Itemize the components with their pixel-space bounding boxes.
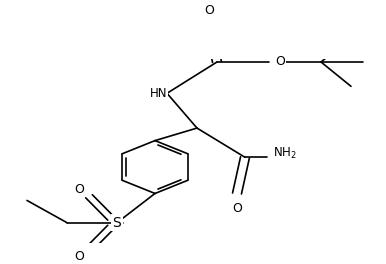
Text: O: O: [275, 55, 285, 68]
Text: NH$_2$: NH$_2$: [273, 146, 297, 161]
Text: O: O: [204, 4, 214, 17]
Text: O: O: [74, 249, 84, 263]
Text: O: O: [74, 183, 84, 196]
Text: HN: HN: [149, 87, 167, 100]
Text: S: S: [113, 216, 121, 230]
Text: O: O: [232, 202, 242, 215]
